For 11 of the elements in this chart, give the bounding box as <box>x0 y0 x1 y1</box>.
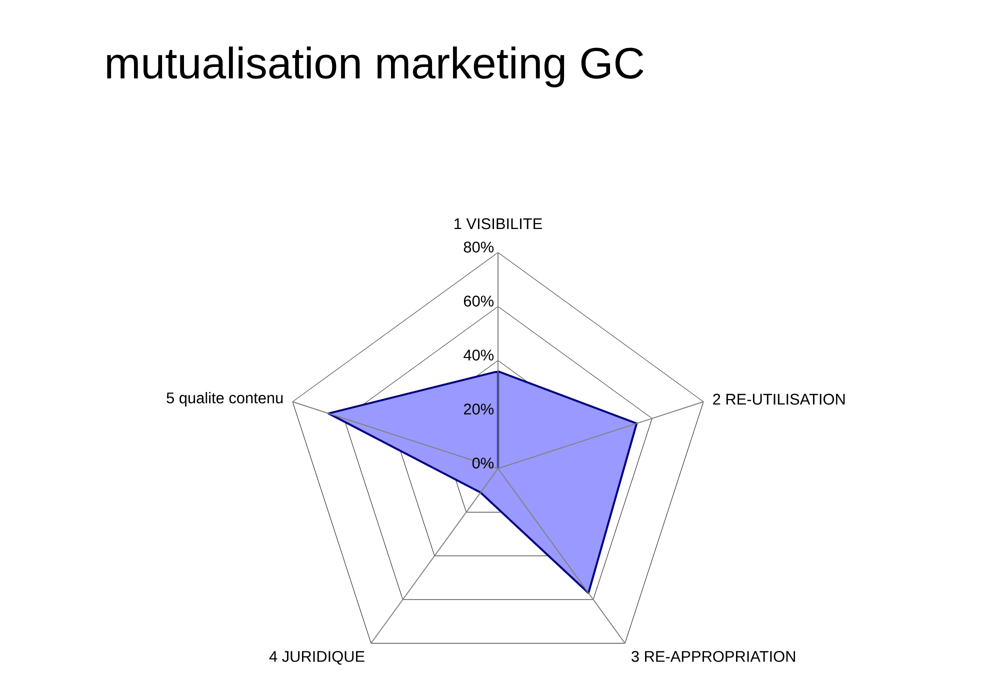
spoke-label: 2 RE-UTILISATION <box>713 394 845 405</box>
spoke-label: 4 JURIDIQUE <box>269 650 364 665</box>
y-tick-label: 80% <box>464 242 494 253</box>
chart-title: mutualisation marketing GC <box>107 46 644 88</box>
y-tick-label: 20% <box>464 404 494 415</box>
spoke-label: 1 VISIBILITE <box>454 218 542 230</box>
spoke-label: 5 qualite contenu <box>166 392 283 406</box>
y-tick-label: 40% <box>464 350 494 361</box>
y-tick-label: 0% <box>472 458 494 469</box>
y-tick-label: 60% <box>464 296 494 307</box>
spoke-label: 3 RE-APPROPRIATION <box>632 650 795 662</box>
